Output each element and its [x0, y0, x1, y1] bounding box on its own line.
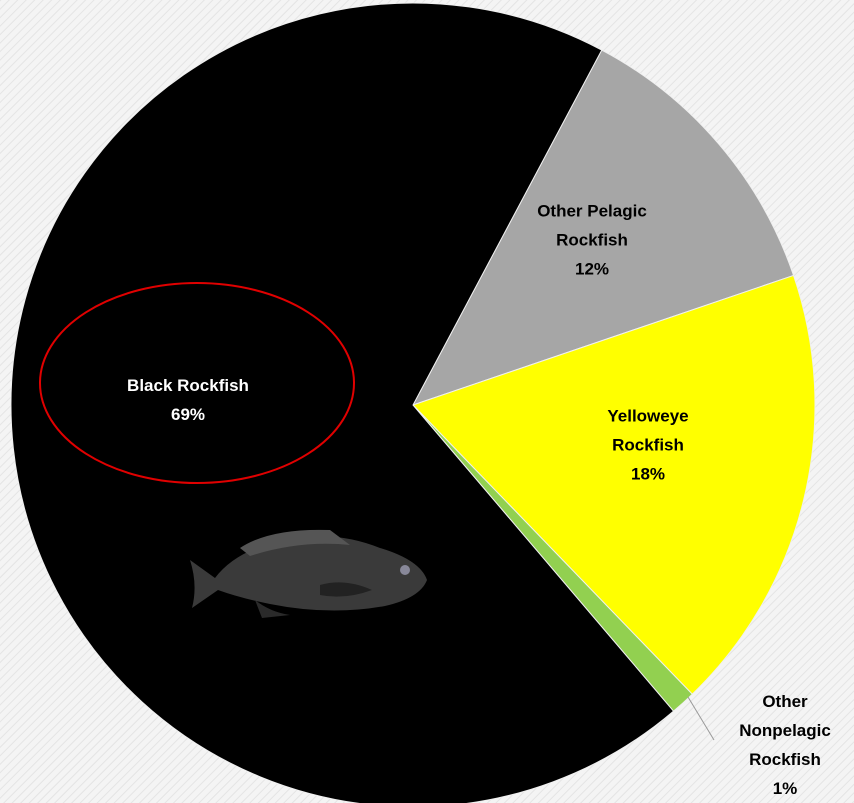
- slice-label: Yelloweye Rockfish 18%: [598, 402, 698, 489]
- value-label: 12%: [574, 259, 610, 279]
- category-name: Other Nonpelagic Rockfish: [739, 692, 831, 769]
- pie-slice: [10, 2, 675, 803]
- value-label: 18%: [630, 464, 666, 484]
- value-label: 1%: [772, 779, 798, 798]
- pie: [10, 2, 816, 803]
- category-name: Other Pelagic Rockfish: [537, 201, 647, 250]
- pie-slice: [412, 274, 816, 695]
- pie-slice: [411, 49, 795, 406]
- highlight-ellipse: [39, 282, 355, 484]
- category-name: Black Rockfish: [127, 376, 249, 395]
- slice-label: Other Pelagic Rockfish 12%: [527, 197, 657, 284]
- slice-label: Black Rockfish 69%: [88, 371, 288, 429]
- slice-label: Other Nonpelagic Rockfish 1%: [738, 687, 833, 803]
- value-label: 69%: [170, 405, 206, 424]
- leader-line: [687, 696, 715, 741]
- category-name: Yelloweye Rockfish: [607, 406, 689, 455]
- fish-illustration: [190, 529, 427, 618]
